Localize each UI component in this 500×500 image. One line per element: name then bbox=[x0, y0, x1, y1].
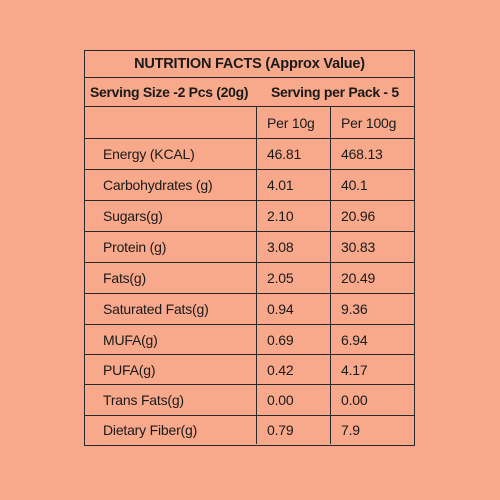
value-per-10g: 4.01 bbox=[267, 177, 294, 193]
nutrient-name: Sugars(g) bbox=[103, 208, 163, 224]
table-title-row: NUTRITION FACTS (Approx Value) bbox=[85, 51, 414, 78]
column-divider bbox=[256, 294, 257, 324]
value-per-10g: 0.79 bbox=[267, 422, 294, 438]
table-row: Carbohydrates (g) 4.01 40.1 bbox=[85, 170, 414, 201]
nutrient-name: Fats(g) bbox=[103, 270, 146, 286]
column-divider bbox=[330, 170, 331, 200]
column-divider bbox=[330, 232, 331, 262]
column-divider bbox=[256, 139, 257, 169]
table-row: Energy (KCAL) 46.81 468.13 bbox=[85, 139, 414, 170]
column-divider bbox=[256, 263, 257, 293]
table-title: NUTRITION FACTS (Approx Value) bbox=[134, 56, 365, 72]
value-per-100g: 4.17 bbox=[341, 361, 368, 378]
value-per-10g: 0.42 bbox=[267, 361, 294, 378]
nutrient-name: Trans Fats(g) bbox=[103, 392, 184, 408]
value-per-10g: 3.08 bbox=[267, 239, 294, 255]
table-row: Fats(g) 2.05 20.49 bbox=[85, 263, 414, 294]
column-divider bbox=[330, 416, 331, 444]
table-row: PUFA(g) 0.42 4.17 bbox=[85, 355, 414, 385]
table-row: Dietary Fiber(g) 0.79 7.9 bbox=[85, 416, 414, 444]
nutrition-facts-table: NUTRITION FACTS (Approx Value) Serving S… bbox=[84, 50, 415, 446]
column-divider bbox=[256, 170, 257, 200]
table-row: MUFA(g) 0.69 6.94 bbox=[85, 325, 414, 355]
column-divider bbox=[256, 385, 257, 415]
nutrient-name: Protein (g) bbox=[103, 239, 167, 255]
column-divider bbox=[330, 201, 331, 231]
column-divider bbox=[330, 263, 331, 293]
nutrient-name: Saturated Fats(g) bbox=[103, 301, 209, 317]
nutrient-name: Dietary Fiber(g) bbox=[103, 422, 198, 438]
value-per-100g: 30.83 bbox=[341, 239, 376, 255]
value-per-10g: 0.69 bbox=[267, 331, 294, 348]
value-per-10g: 0.00 bbox=[267, 392, 294, 408]
column-divider bbox=[256, 416, 257, 444]
column-divider bbox=[330, 139, 331, 169]
serving-per-pack: Serving per Pack - 5 bbox=[271, 84, 399, 100]
value-per-100g: 6.94 bbox=[341, 331, 368, 348]
column-header-per-10g: Per 10g bbox=[267, 114, 315, 131]
column-divider bbox=[330, 294, 331, 324]
column-divider bbox=[256, 232, 257, 262]
column-divider bbox=[256, 201, 257, 231]
nutrient-name: MUFA(g) bbox=[103, 331, 158, 348]
column-divider bbox=[330, 355, 331, 384]
value-per-100g: 9.36 bbox=[341, 301, 368, 317]
column-divider bbox=[256, 355, 257, 384]
serving-size: Serving Size -2 Pcs (20g) bbox=[90, 84, 249, 100]
value-per-10g: 2.05 bbox=[267, 270, 294, 286]
value-per-10g: 2.10 bbox=[267, 208, 294, 224]
column-divider bbox=[330, 107, 331, 138]
value-per-100g: 20.49 bbox=[341, 270, 376, 286]
serving-row: Serving Size -2 Pcs (20g) Serving per Pa… bbox=[85, 78, 414, 107]
value-per-100g: 0.00 bbox=[341, 392, 368, 408]
column-divider bbox=[256, 325, 257, 354]
value-per-100g: 20.96 bbox=[341, 208, 376, 224]
nutrient-name: PUFA(g) bbox=[103, 361, 156, 378]
table-row: Trans Fats(g) 0.00 0.00 bbox=[85, 385, 414, 416]
nutrient-name: Energy (KCAL) bbox=[103, 146, 195, 162]
column-header-per-100g: Per 100g bbox=[341, 114, 397, 131]
nutrient-name: Carbohydrates (g) bbox=[103, 177, 213, 193]
column-divider bbox=[256, 107, 257, 138]
value-per-100g: 468.13 bbox=[341, 146, 383, 162]
column-divider bbox=[330, 325, 331, 354]
column-divider bbox=[330, 385, 331, 415]
value-per-100g: 7.9 bbox=[341, 422, 360, 438]
table-row: Sugars(g) 2.10 20.96 bbox=[85, 201, 414, 232]
column-header-row: Per 10g Per 100g bbox=[85, 107, 414, 139]
value-per-100g: 40.1 bbox=[341, 177, 368, 193]
table-row: Protein (g) 3.08 30.83 bbox=[85, 232, 414, 263]
value-per-10g: 46.81 bbox=[267, 146, 302, 162]
table-row: Saturated Fats(g) 0.94 9.36 bbox=[85, 294, 414, 325]
value-per-10g: 0.94 bbox=[267, 301, 294, 317]
